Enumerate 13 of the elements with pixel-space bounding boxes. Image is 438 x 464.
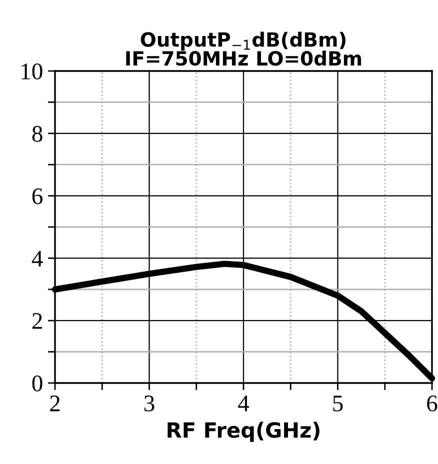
- x-tick-label: 2: [50, 396, 60, 412]
- y-tick-label: 10: [22, 63, 42, 80]
- x-tick-label: 3: [144, 396, 154, 412]
- y-tick-label: 6: [32, 188, 42, 204]
- y-tick-label: 2: [32, 313, 42, 329]
- chart-title: OutputP$_{−1}$dB(dBm) IF=750MHz LO=0dBm: [126, 32, 362, 66]
- y-tick-label: 8: [32, 126, 42, 142]
- y-tick-label: 4: [32, 250, 43, 266]
- x-tick-label: 6: [427, 396, 438, 412]
- x-tick-label: 4: [238, 396, 250, 412]
- x-axis-title: RF Freq(GHz): [168, 422, 320, 442]
- x-tick-label: 5: [333, 396, 343, 412]
- y-tick-label: 0: [32, 375, 42, 392]
